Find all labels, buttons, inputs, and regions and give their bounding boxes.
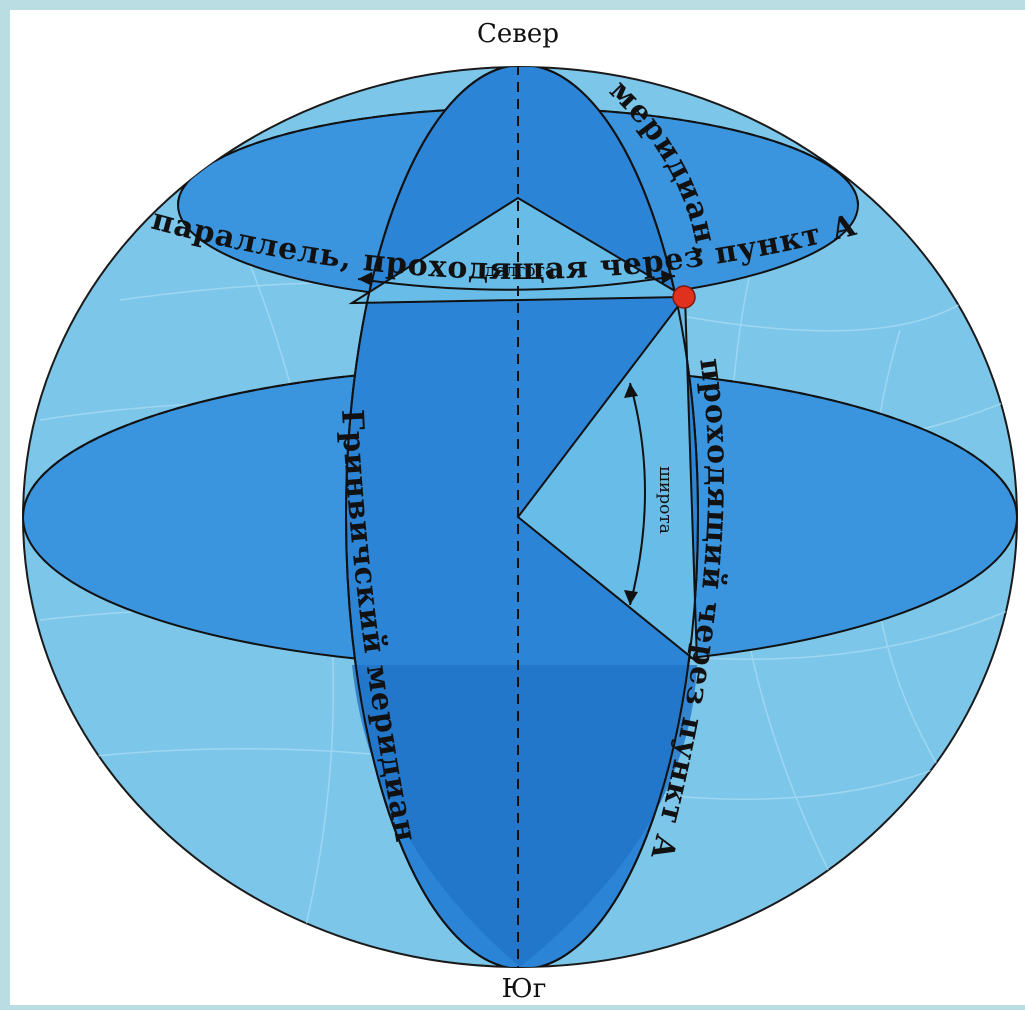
longitude-sector	[348, 196, 689, 305]
latitude-label: широта	[655, 466, 675, 534]
longitude-label: долгота	[485, 261, 555, 281]
longitude-arc	[357, 275, 676, 291]
north-label: Север	[477, 19, 559, 49]
south-label: Юг	[502, 974, 547, 1004]
meridian-lower-shade	[352, 665, 697, 967]
latitude-sector	[516, 294, 699, 665]
point-a-marker	[672, 285, 696, 309]
latitude-arc	[629, 382, 646, 606]
